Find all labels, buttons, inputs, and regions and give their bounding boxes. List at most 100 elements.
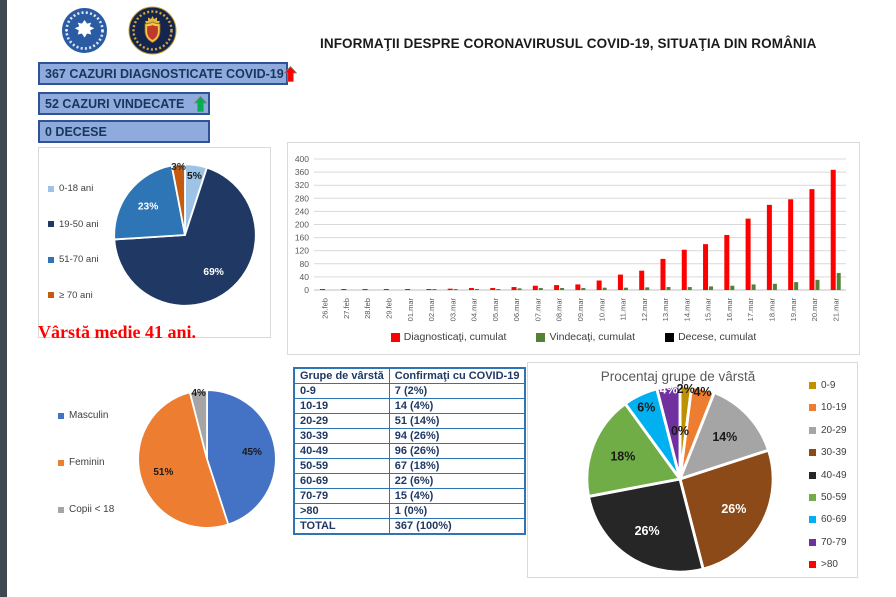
x-tick-label: 08.mar (555, 297, 564, 321)
bar-Diagnosticaţi, cumulat (766, 204, 772, 290)
cell-age-group: 70-79 (293, 488, 390, 504)
legend-label: Vindecaţi, cumulat (549, 331, 636, 343)
legend-swatch-icon (809, 494, 816, 501)
cell-confirmed: 367 (100%) (388, 518, 526, 535)
legend-item->80: >80 (809, 559, 838, 570)
bar-Diagnosticaţi, cumulat (745, 218, 751, 290)
x-tick-label: 07.mar (533, 297, 542, 321)
legend-swatch-icon (809, 516, 816, 524)
bar-Diagnosticaţi, cumulat (554, 285, 560, 290)
cell-confirmed: 7 (2%) (388, 383, 526, 399)
cell-confirmed: 96 (26%) (388, 443, 526, 459)
cell-confirmed: 22 (6%) (388, 473, 526, 489)
cell-age-group: 40-49 (293, 443, 390, 459)
pie-value-label: 69% (203, 267, 223, 278)
legend-swatch-icon (536, 332, 546, 342)
x-tick-label: 10.mar (597, 297, 606, 321)
legend-label: 0-9 (821, 380, 836, 391)
pie-value-label: 14% (712, 430, 737, 444)
pie-value-label: 0% (671, 424, 689, 438)
bar-Vindecaţi, cumulat (538, 288, 543, 290)
legend-item-51-70 ani: 51-70 ani (48, 254, 99, 265)
legend-swatch-icon (809, 404, 816, 412)
cell-age-group: 30-39 (293, 428, 390, 444)
pie-slice-Feminin (137, 391, 230, 529)
cell-confirmed: 1 (0%) (388, 503, 526, 519)
x-tick-label: 11.mar (619, 298, 628, 321)
y-tick-label: 200 (295, 220, 309, 230)
deaths-status-label: 0 DECESE (45, 124, 107, 139)
bar-Vindecaţi, cumulat (602, 287, 607, 290)
legend-swatch-icon (58, 506, 64, 513)
cell-confirmed: 67 (18%) (388, 458, 526, 474)
table-row: 60-69 22 (6%) (293, 473, 526, 489)
bar-Diagnosticaţi, cumulat (511, 287, 517, 290)
age-percent-pie-title: Procentaj grupe de vârstă (600, 369, 756, 384)
x-tick-label: 12.mar (640, 297, 649, 321)
legend-swatch-icon (809, 382, 816, 389)
guvernul-romaniei-logo (61, 7, 108, 54)
pie-value-label: 2% (677, 383, 695, 396)
pie-slice-19-50 ani (113, 166, 257, 307)
x-tick-label: 04.mar (470, 297, 479, 321)
bar-Diagnosticaţi, cumulat (490, 288, 496, 290)
x-tick-label: 18.mar (768, 297, 777, 321)
legend-swatch-icon (58, 412, 64, 419)
table-row: >80 1 (0%) (293, 503, 526, 519)
bar-Diagnosticaţi, cumulat (639, 270, 645, 290)
y-tick-label: 240 (295, 206, 309, 216)
y-tick-label: 360 (295, 167, 309, 177)
bar-Diagnosticaţi, cumulat (426, 289, 432, 290)
cell-age-group: 10-19 (293, 398, 390, 414)
table-header-confirmed: Confirmaţi cu COVID-19 (388, 367, 526, 384)
pie-slice-70-79 (655, 384, 682, 481)
pie-slice-51-70 ani (113, 164, 186, 241)
legend-label: 60-69 (821, 514, 847, 526)
x-tick-label: 16.mar (725, 297, 734, 321)
legend-item-Copii < 18: Copii < 18 (58, 504, 114, 515)
bar-Diagnosticaţi, cumulat (575, 284, 581, 290)
bar-Vindecaţi, cumulat (496, 289, 501, 290)
bar-Diagnosticaţi, cumulat (532, 285, 538, 290)
age-summary-pie-chart: 5% 69% 23% 3% (113, 162, 257, 307)
legend-label: Decese, cumulat (678, 331, 757, 343)
legend-label: 51-70 ani (59, 254, 99, 265)
pie-value-label: 4% (660, 383, 678, 397)
bar-Vindecaţi, cumulat (666, 287, 671, 290)
gender-pie-chart: 45% 51% 4% (137, 388, 277, 529)
legend-item-0-18 ani: 0-18 ani (48, 183, 93, 194)
y-tick-label: 0 (304, 285, 309, 295)
pie-value-label: 4% (693, 385, 711, 399)
table-row: 0-9 7 (2%) (293, 383, 526, 399)
guvernul-romaniei-logo-icon (62, 8, 107, 53)
x-tick-label: 28.feb (363, 298, 372, 319)
legend-item-20-29: 20-29 (809, 425, 847, 436)
bar-Vindecaţi, cumulat (751, 284, 756, 290)
pie-value-label: 4% (191, 388, 206, 399)
legend-swatch-icon (665, 332, 675, 342)
pie-value-label: 45% (242, 447, 262, 458)
diagnosed-status-box: 367 CAZURI DIAGNOSTICATE COVID-19 (38, 62, 297, 85)
x-tick-label: 19.mar (789, 297, 798, 321)
left-edge-strip (0, 0, 7, 597)
legend-label: >80 (821, 559, 838, 571)
bar-Vindecaţi, cumulat (517, 288, 522, 290)
legend-label: 20-29 (821, 424, 847, 436)
legend-item-10-19: 10-19 (809, 402, 847, 413)
legend-item-30-39: 30-39 (809, 447, 847, 458)
age-percent-pie-chart: 2%4% 14% 26% 26% 18% 6% 4% 0% (585, 383, 775, 574)
legend-item-Decese, cumulat: Decese, cumulat (665, 331, 756, 343)
pie-value-label: 18% (610, 450, 635, 464)
cumulative-cases-bar-panel: 0 40 80 120 160 200 240 280 320 360 400 26.feb 27.fe… (287, 142, 860, 355)
pie-value-label: 3% (171, 162, 186, 173)
legend-label: 10-19 (821, 402, 847, 414)
pie-value-label: 26% (721, 502, 746, 516)
y-tick-label: 40 (300, 272, 310, 282)
legend-item-40-49: 40-49 (809, 470, 847, 481)
y-tick-label: 280 (295, 193, 309, 203)
x-tick-label: 13.mar (661, 297, 670, 321)
cell-age-group: 60-69 (293, 473, 390, 489)
cell-age-group: >80 (293, 503, 390, 519)
legend-item-Diagnosticaţi, cumulat: Diagnosticaţi, cumulat (390, 331, 506, 343)
bar-Diagnosticaţi, cumulat (596, 280, 602, 290)
